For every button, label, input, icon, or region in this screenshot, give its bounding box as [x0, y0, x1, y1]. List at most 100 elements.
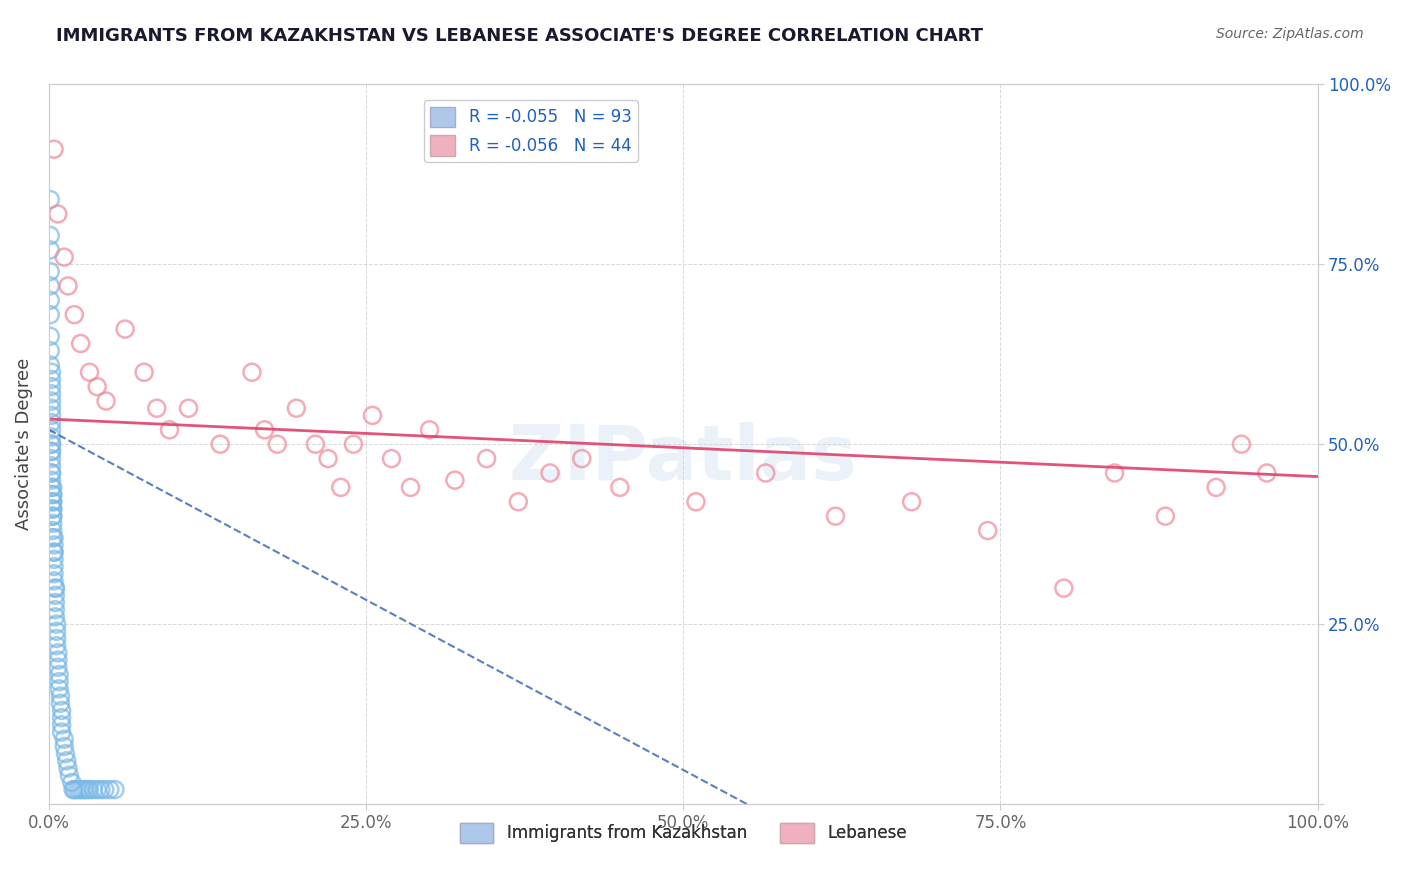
- Point: [146, 401, 169, 416]
- Point: [41, 437, 63, 451]
- Point: [134, 365, 156, 379]
- Point: [39, 193, 62, 207]
- Point: [70, 782, 93, 797]
- Point: [46, 653, 69, 667]
- Point: [41, 423, 63, 437]
- Point: [977, 524, 1000, 538]
- Point: [42, 509, 65, 524]
- Point: [41, 379, 63, 393]
- Point: [42, 142, 65, 156]
- Point: [475, 451, 498, 466]
- Text: ZIPatlas: ZIPatlas: [509, 422, 858, 496]
- Point: [79, 782, 101, 797]
- Point: [41, 451, 63, 466]
- Point: [42, 552, 65, 566]
- Point: [51, 703, 73, 717]
- Point: [159, 423, 181, 437]
- Point: [329, 480, 352, 494]
- Point: [41, 466, 63, 480]
- Point: [609, 480, 631, 494]
- Point: [48, 667, 70, 681]
- Point: [39, 293, 62, 308]
- Point: [209, 437, 232, 451]
- Point: [444, 473, 467, 487]
- Point: [79, 365, 101, 379]
- Text: Source: ZipAtlas.com: Source: ZipAtlas.com: [1216, 27, 1364, 41]
- Point: [62, 782, 84, 797]
- Point: [94, 782, 117, 797]
- Point: [41, 387, 63, 401]
- Point: [1154, 509, 1177, 524]
- Point: [41, 466, 63, 480]
- Point: [42, 545, 65, 559]
- Point: [571, 451, 593, 466]
- Point: [253, 423, 276, 437]
- Point: [266, 437, 288, 451]
- Point: [538, 466, 561, 480]
- Point: [42, 524, 65, 538]
- Point: [508, 495, 530, 509]
- Point: [42, 566, 65, 581]
- Point: [419, 423, 441, 437]
- Point: [42, 545, 65, 559]
- Point: [41, 444, 63, 458]
- Point: [44, 610, 66, 624]
- Point: [39, 243, 62, 257]
- Point: [73, 782, 96, 797]
- Point: [86, 782, 108, 797]
- Point: [240, 365, 263, 379]
- Point: [67, 782, 90, 797]
- Point: [399, 480, 422, 494]
- Point: [44, 588, 66, 602]
- Point: [45, 632, 67, 646]
- Y-axis label: Associate's Degree: Associate's Degree: [15, 358, 32, 531]
- Point: [76, 782, 98, 797]
- Point: [114, 322, 136, 336]
- Point: [46, 207, 69, 221]
- Point: [380, 451, 402, 466]
- Point: [41, 430, 63, 444]
- Point: [900, 495, 922, 509]
- Point: [41, 444, 63, 458]
- Point: [304, 437, 326, 451]
- Point: [44, 581, 66, 595]
- Point: [98, 782, 121, 797]
- Point: [48, 674, 70, 689]
- Point: [42, 495, 65, 509]
- Point: [41, 473, 63, 487]
- Point: [39, 264, 62, 278]
- Point: [56, 279, 79, 293]
- Point: [49, 696, 72, 710]
- Point: [41, 416, 63, 430]
- Point: [45, 617, 67, 632]
- Point: [42, 480, 65, 494]
- Point: [44, 581, 66, 595]
- Point: [53, 250, 76, 264]
- Point: [42, 509, 65, 524]
- Point: [41, 372, 63, 386]
- Point: [66, 782, 89, 797]
- Point: [1256, 466, 1278, 480]
- Point: [42, 495, 65, 509]
- Point: [45, 624, 67, 639]
- Point: [56, 761, 79, 775]
- Point: [42, 487, 65, 501]
- Point: [41, 437, 63, 451]
- Point: [39, 343, 62, 358]
- Point: [39, 228, 62, 243]
- Point: [1053, 581, 1076, 595]
- Point: [42, 531, 65, 545]
- Point: [42, 531, 65, 545]
- Point: [39, 279, 62, 293]
- Point: [60, 775, 83, 789]
- Point: [41, 409, 63, 423]
- Point: [63, 308, 86, 322]
- Text: IMMIGRANTS FROM KAZAKHSTAN VS LEBANESE ASSOCIATE'S DEGREE CORRELATION CHART: IMMIGRANTS FROM KAZAKHSTAN VS LEBANESE A…: [56, 27, 983, 45]
- Point: [41, 394, 63, 409]
- Point: [361, 409, 384, 423]
- Point: [39, 308, 62, 322]
- Point: [685, 495, 707, 509]
- Point: [48, 681, 70, 696]
- Point: [53, 732, 76, 747]
- Point: [1230, 437, 1253, 451]
